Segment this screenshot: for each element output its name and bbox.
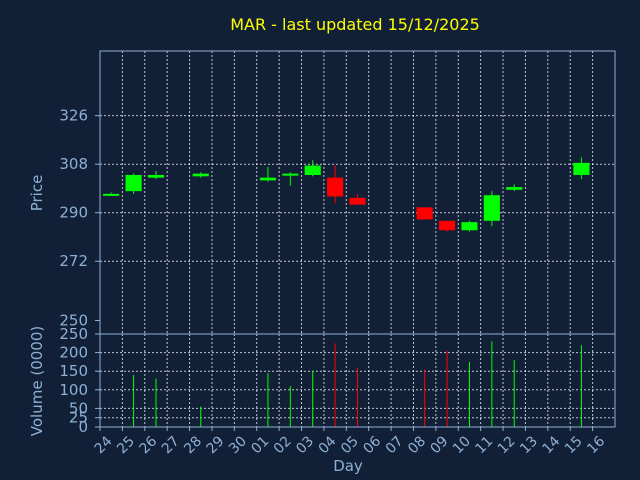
x-tick-label: 09 xyxy=(428,433,452,457)
candle-body xyxy=(282,173,299,176)
candle-body xyxy=(416,207,433,220)
x-tick-label: 02 xyxy=(271,433,295,457)
x-tick-label: 14 xyxy=(540,433,564,457)
price-y-tick-label: 326 xyxy=(59,107,88,125)
candle-body xyxy=(125,174,142,192)
candle-body xyxy=(327,177,344,197)
price-y-tick-label: 308 xyxy=(59,155,88,173)
x-tick-label: 16 xyxy=(584,433,608,457)
chart-title: MAR - last updated 15/12/2025 xyxy=(230,15,480,34)
candles xyxy=(103,157,590,232)
candle-body xyxy=(304,165,321,175)
x-tick-label: 12 xyxy=(495,433,519,457)
x-tick-label: 13 xyxy=(517,433,541,457)
price-plot-frame xyxy=(99,50,616,335)
x-tick-label: 28 xyxy=(181,433,205,457)
price-y-tick-label: 290 xyxy=(59,204,88,222)
x-tick-label: 10 xyxy=(450,433,474,457)
x-tick-label: 04 xyxy=(316,433,340,457)
x-tick-label: 26 xyxy=(136,433,160,457)
price-axis-label: Price xyxy=(28,175,46,212)
volume-y-tick-label: 250 xyxy=(59,325,88,343)
volume-y-tick-label: 200 xyxy=(59,344,88,362)
x-tick-label: 11 xyxy=(472,433,496,457)
candle-body xyxy=(349,197,366,205)
x-tick-label: 25 xyxy=(114,433,138,457)
volume-y-tick-label: 25 xyxy=(69,409,88,427)
x-tick-label: 03 xyxy=(293,433,317,457)
candle-body xyxy=(103,193,120,196)
x-tick-label: 24 xyxy=(92,433,116,457)
volume-y-tick-label: 150 xyxy=(59,362,88,380)
candle-body xyxy=(439,220,456,231)
x-tick-label: 07 xyxy=(383,433,407,457)
x-tick-label: 30 xyxy=(226,433,250,457)
x-axis-label: Day xyxy=(333,457,363,475)
volume-bars xyxy=(133,341,582,427)
x-tick-label: 05 xyxy=(338,433,362,457)
x-tick-label: 08 xyxy=(405,433,429,457)
volume-y-tick-label: 0 xyxy=(78,418,88,436)
candle-body xyxy=(506,187,523,190)
candle-body xyxy=(259,177,276,181)
x-tick-label: 06 xyxy=(360,433,384,457)
price-grid xyxy=(100,51,615,334)
price-y-tick-label: 272 xyxy=(59,252,88,270)
candle-body xyxy=(461,222,478,231)
x-tick-label: 01 xyxy=(248,433,272,457)
x-tick-label: 27 xyxy=(159,433,183,457)
candle-body xyxy=(573,162,590,175)
candle-body xyxy=(147,174,165,178)
volume-plot-frame xyxy=(99,333,616,428)
x-tick-labels: 2425262728293001020304050607080910111213… xyxy=(92,427,608,457)
volume-axis-label: Volume (0000) xyxy=(28,326,46,436)
volume-y-tick-label: 50 xyxy=(69,399,88,417)
price-y-tick-label: 250 xyxy=(59,312,88,330)
price-y-tick-labels: 250 272 290 308 326 xyxy=(59,107,100,330)
volume-y-tick-label: 100 xyxy=(59,381,88,399)
x-tick-label: 29 xyxy=(204,433,228,457)
candle-body xyxy=(483,195,500,221)
x-tick-label: 15 xyxy=(562,433,586,457)
candle-body xyxy=(192,173,209,177)
